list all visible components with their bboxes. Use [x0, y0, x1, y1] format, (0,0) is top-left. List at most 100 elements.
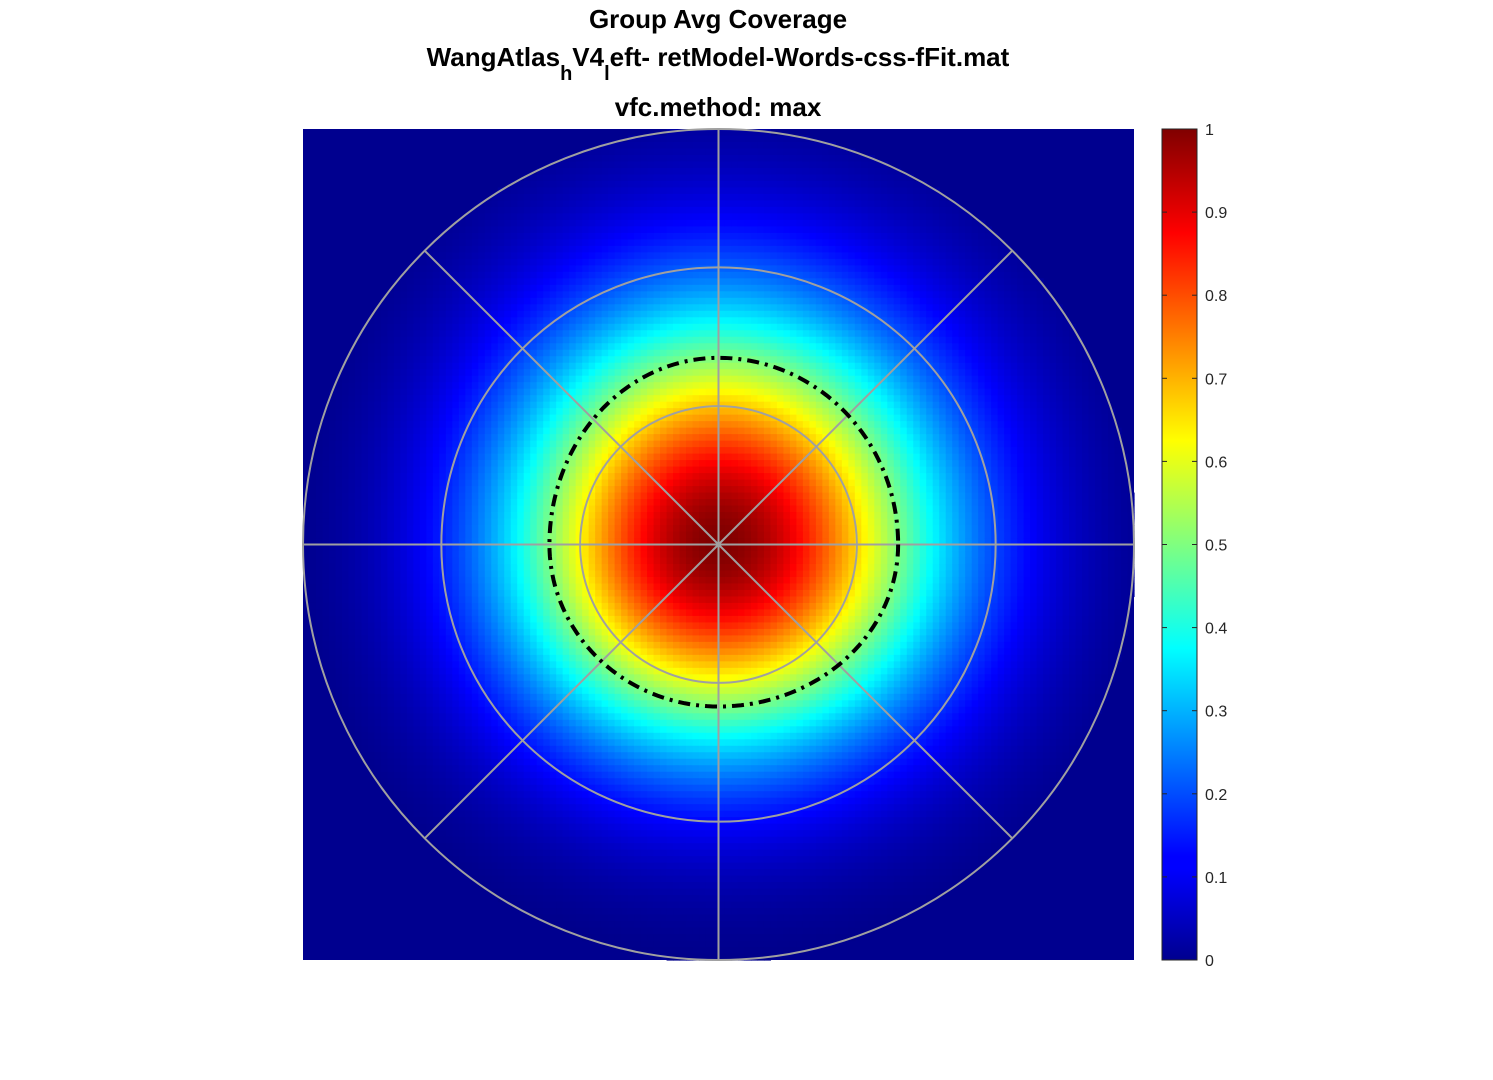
heatmap-cell — [471, 466, 479, 474]
heatmap-cell — [562, 596, 570, 604]
heatmap-cell — [354, 628, 363, 636]
heatmap-cell — [549, 421, 557, 429]
heatmap-cell — [614, 330, 622, 338]
heatmap-cell — [432, 557, 440, 565]
heatmap-cell — [523, 336, 531, 344]
heatmap-cell — [400, 362, 408, 370]
heatmap-cell — [387, 758, 395, 766]
heatmap-cell — [413, 512, 421, 520]
heatmap-cell — [374, 654, 382, 662]
heatmap-cell — [361, 414, 369, 422]
heatmap-cell — [419, 700, 427, 708]
heatmap-cell — [582, 680, 590, 688]
heatmap-cell — [387, 492, 395, 500]
heatmap-cell — [361, 349, 369, 357]
heatmap-cell — [478, 349, 486, 357]
heatmap-cell — [400, 661, 408, 669]
heatmap-cell — [361, 563, 369, 572]
heatmap-cell — [484, 648, 492, 656]
heatmap-cell — [536, 310, 544, 318]
heatmap-cell — [536, 427, 544, 435]
heatmap-cell — [439, 758, 447, 766]
heatmap-cell — [452, 817, 460, 825]
heatmap-cell — [575, 914, 583, 922]
heatmap-cell — [367, 745, 376, 753]
heatmap-cell — [562, 245, 570, 253]
heatmap-cell — [562, 200, 570, 208]
heatmap-cell — [582, 752, 590, 760]
heatmap-cell — [335, 693, 343, 701]
heatmap-cell — [491, 797, 499, 805]
heatmap-cell — [393, 440, 401, 448]
heatmap-cell — [562, 174, 570, 182]
heatmap-cell — [523, 395, 531, 403]
heatmap-cell — [465, 648, 473, 656]
heatmap-cell — [374, 550, 382, 559]
heatmap-cell — [354, 615, 363, 623]
heatmap-cell — [432, 771, 440, 779]
heatmap-cell — [484, 525, 492, 533]
heatmap-cell — [608, 499, 616, 507]
heatmap-cell — [478, 752, 486, 760]
heatmap-cell — [341, 395, 350, 403]
heatmap-cell — [387, 414, 395, 422]
heatmap-cell — [328, 648, 337, 656]
heatmap-cell — [517, 674, 525, 682]
heatmap-cell — [621, 895, 629, 903]
heatmap-cell — [426, 784, 434, 792]
heatmap-cell — [478, 421, 486, 429]
heatmap-cell — [497, 375, 505, 383]
heatmap-cell — [497, 862, 505, 870]
heatmap-cell — [413, 434, 421, 442]
heatmap-cell — [309, 550, 317, 559]
heatmap-cell — [504, 291, 512, 299]
heatmap-cell — [484, 849, 492, 857]
heatmap-cell — [601, 583, 609, 591]
heatmap-cell — [549, 797, 557, 805]
heatmap-cell — [575, 154, 583, 163]
heatmap-cell — [601, 914, 609, 922]
heatmap-cell — [627, 765, 635, 773]
heatmap-cell — [640, 518, 648, 526]
heatmap-cell — [471, 862, 479, 870]
heatmap-cell — [387, 538, 395, 546]
heatmap-cell — [608, 921, 616, 929]
heatmap-cell — [367, 596, 376, 604]
heatmap-cell — [569, 752, 577, 760]
heatmap-cell — [536, 732, 544, 740]
heatmap-cell — [530, 823, 538, 831]
heatmap-cell — [354, 713, 363, 721]
heatmap-cell — [354, 719, 363, 727]
heatmap-cell — [582, 167, 590, 176]
heatmap-cell — [614, 628, 622, 636]
heatmap-cell — [634, 512, 642, 520]
heatmap-cell — [523, 862, 531, 870]
heatmap-cell — [621, 258, 629, 266]
heatmap-cell — [400, 271, 408, 279]
heatmap-cell — [445, 375, 453, 383]
heatmap-cell — [335, 473, 343, 481]
heatmap-cell — [426, 778, 434, 786]
heatmap-cell — [634, 823, 642, 831]
heatmap-cell — [322, 544, 330, 552]
heatmap-cell — [413, 401, 421, 409]
heatmap-cell — [523, 421, 531, 429]
heatmap-cell — [530, 278, 538, 286]
heatmap-cell — [608, 538, 616, 546]
heatmap-cell — [510, 297, 518, 305]
heatmap-cell — [536, 843, 544, 851]
heatmap-cell — [393, 602, 401, 611]
heatmap-cell — [575, 512, 583, 520]
heatmap-cell — [569, 180, 577, 189]
heatmap-cell — [497, 739, 505, 747]
heatmap-cell — [458, 544, 466, 552]
heatmap-cell — [303, 499, 311, 507]
heatmap-cell — [445, 557, 453, 565]
heatmap-cell — [504, 875, 512, 883]
heatmap-cell — [634, 784, 642, 792]
heatmap-cell — [478, 356, 486, 364]
heatmap-cell — [484, 791, 492, 799]
heatmap-cell — [601, 667, 609, 675]
heatmap-cell — [621, 830, 629, 838]
heatmap-cell — [484, 499, 492, 507]
